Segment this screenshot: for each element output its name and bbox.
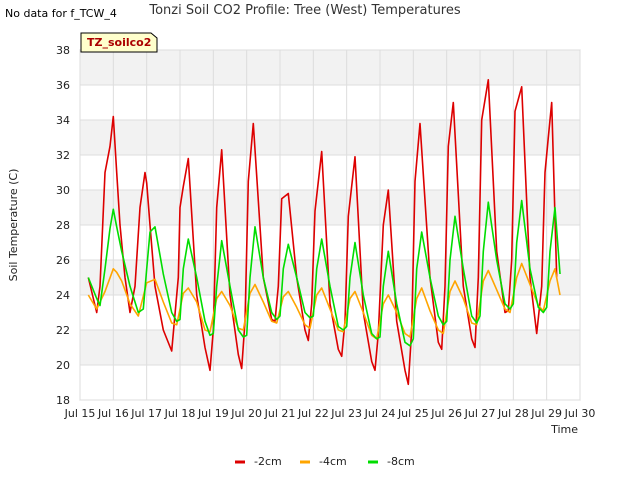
plot-band: [80, 190, 580, 225]
plot-band: [80, 50, 580, 85]
series-line-2cmcm: [87, 79, 558, 386]
x-tick-label: Jul 21: [264, 407, 296, 420]
y-tick-label: 38: [56, 44, 70, 57]
chart-title: Tonzi Soil CO2 Profile: Tree (West) Temp…: [149, 3, 461, 18]
x-tick-label: Jul 29: [530, 407, 562, 420]
y-tick-label: 36: [56, 79, 70, 92]
series-line-4cmcm: [87, 262, 561, 340]
legend-label: -2cm: [254, 455, 282, 468]
x-tick-label: Jul 28: [497, 407, 529, 420]
x-tick-label: Jul 20: [230, 407, 262, 420]
y-tick-label: 20: [56, 359, 70, 372]
plot-band: [80, 330, 580, 365]
x-tick-label: Jul 15: [64, 407, 96, 420]
badge-box: [80, 32, 158, 53]
x-tick-label: Jul 17: [130, 407, 162, 420]
y-axis-ticks: 18 20 22 24 26 28 30 32 34 36 38: [56, 44, 70, 407]
badge-label: TZ_soilco2: [87, 36, 151, 49]
x-tick-label: Jul 18: [164, 407, 196, 420]
x-tick-label: Jul 23: [330, 407, 362, 420]
legend-label: -8cm: [387, 455, 415, 468]
y-tick-label: 18: [56, 394, 70, 407]
legend-item: -4cm: [300, 455, 347, 468]
y-tick-label: 24: [56, 289, 70, 302]
legend-item: -8cm: [368, 455, 415, 468]
x-tick-label: Jul 16: [97, 407, 129, 420]
plot-band: [80, 365, 580, 400]
y-tick-label: 32: [56, 149, 70, 162]
plot-band: [80, 85, 580, 120]
legend-label: -4cm: [319, 455, 347, 468]
plot-band: [80, 155, 580, 190]
legend: -2cm -4cm -8cm: [235, 455, 415, 468]
dataset-badge: TZ_soilco2: [80, 32, 158, 53]
plot-band: [80, 120, 580, 155]
x-tick-label: Jul 26: [430, 407, 462, 420]
plot-bands: [80, 50, 580, 400]
series-lines: [87, 79, 561, 386]
x-axis-ticks: Jul 15 Jul 16 Jul 17 Jul 18 Jul 19 Jul 20 Jul …: [64, 407, 596, 420]
series-line-8cmcm: [87, 199, 561, 347]
x-tick-label: Jul 19: [197, 407, 229, 420]
y-tick-label: 22: [56, 324, 70, 337]
x-tick-label: Jul 24: [364, 407, 396, 420]
legend-item: -2cm: [235, 455, 282, 468]
y-tick-label: 30: [56, 184, 70, 197]
x-axis-label: Time: [550, 423, 578, 436]
x-tick-label: Jul 27: [464, 407, 496, 420]
no-data-message: No data for f_TCW_4: [5, 7, 117, 20]
y-tick-label: 28: [56, 219, 70, 232]
x-tick-label: Jul 25: [397, 407, 429, 420]
x-tick-label: Jul 30: [564, 407, 596, 420]
x-tick-label: Jul 22: [297, 407, 329, 420]
y-axis-label: Soil Temperature (C): [7, 169, 20, 282]
y-tick-label: 34: [56, 114, 70, 127]
y-tick-label: 26: [56, 254, 70, 267]
